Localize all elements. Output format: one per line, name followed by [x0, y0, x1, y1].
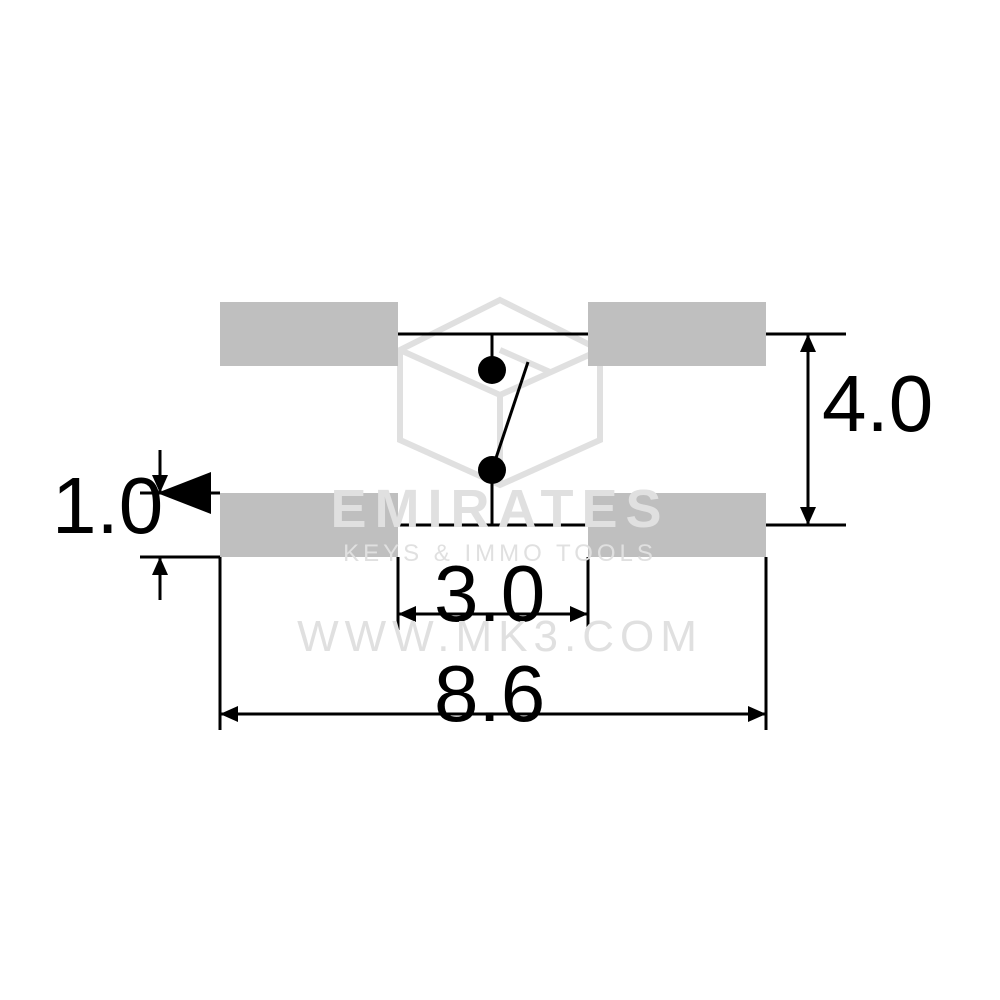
dim-8-6: 8.6 — [434, 648, 545, 740]
dim-1-0: 1.0 — [52, 460, 163, 552]
dim-4-0: 4.0 — [822, 358, 933, 450]
drawing-canvas: 1.0 3.0 8.6 4.0 EMIRATES KEYS & IMMO TOO… — [0, 0, 1000, 1000]
dim-3-0: 3.0 — [434, 548, 545, 640]
